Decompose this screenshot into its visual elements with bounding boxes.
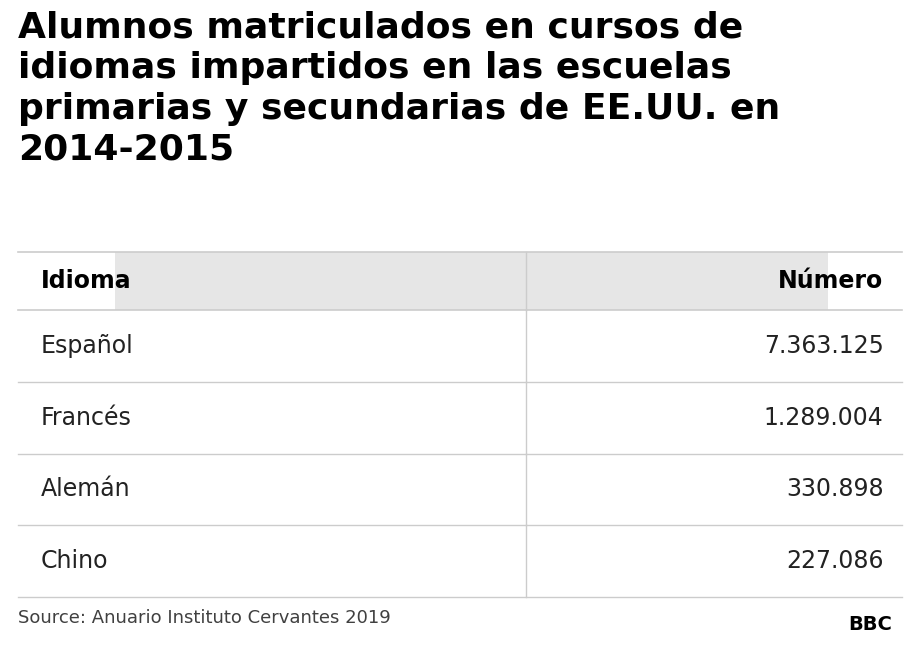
Text: 330.898: 330.898 bbox=[785, 478, 882, 501]
Text: Alemán: Alemán bbox=[41, 478, 130, 501]
Text: Chino: Chino bbox=[41, 549, 108, 573]
Text: Idioma: Idioma bbox=[41, 269, 131, 293]
Text: Español: Español bbox=[41, 334, 133, 358]
Text: Source: Anuario Instituto Cervantes 2019: Source: Anuario Instituto Cervantes 2019 bbox=[18, 609, 391, 627]
Text: Número: Número bbox=[777, 269, 882, 293]
Text: 7.363.125: 7.363.125 bbox=[763, 334, 882, 358]
Text: BBC: BBC bbox=[847, 615, 891, 634]
Text: Alumnos matriculados en cursos de
idiomas impartidos en las escuelas
primarias y: Alumnos matriculados en cursos de idioma… bbox=[18, 10, 779, 166]
Text: 227.086: 227.086 bbox=[785, 549, 882, 573]
Text: 1.289.004: 1.289.004 bbox=[763, 405, 882, 430]
FancyBboxPatch shape bbox=[18, 252, 901, 310]
FancyBboxPatch shape bbox=[837, 606, 901, 644]
Text: Francés: Francés bbox=[41, 405, 131, 430]
